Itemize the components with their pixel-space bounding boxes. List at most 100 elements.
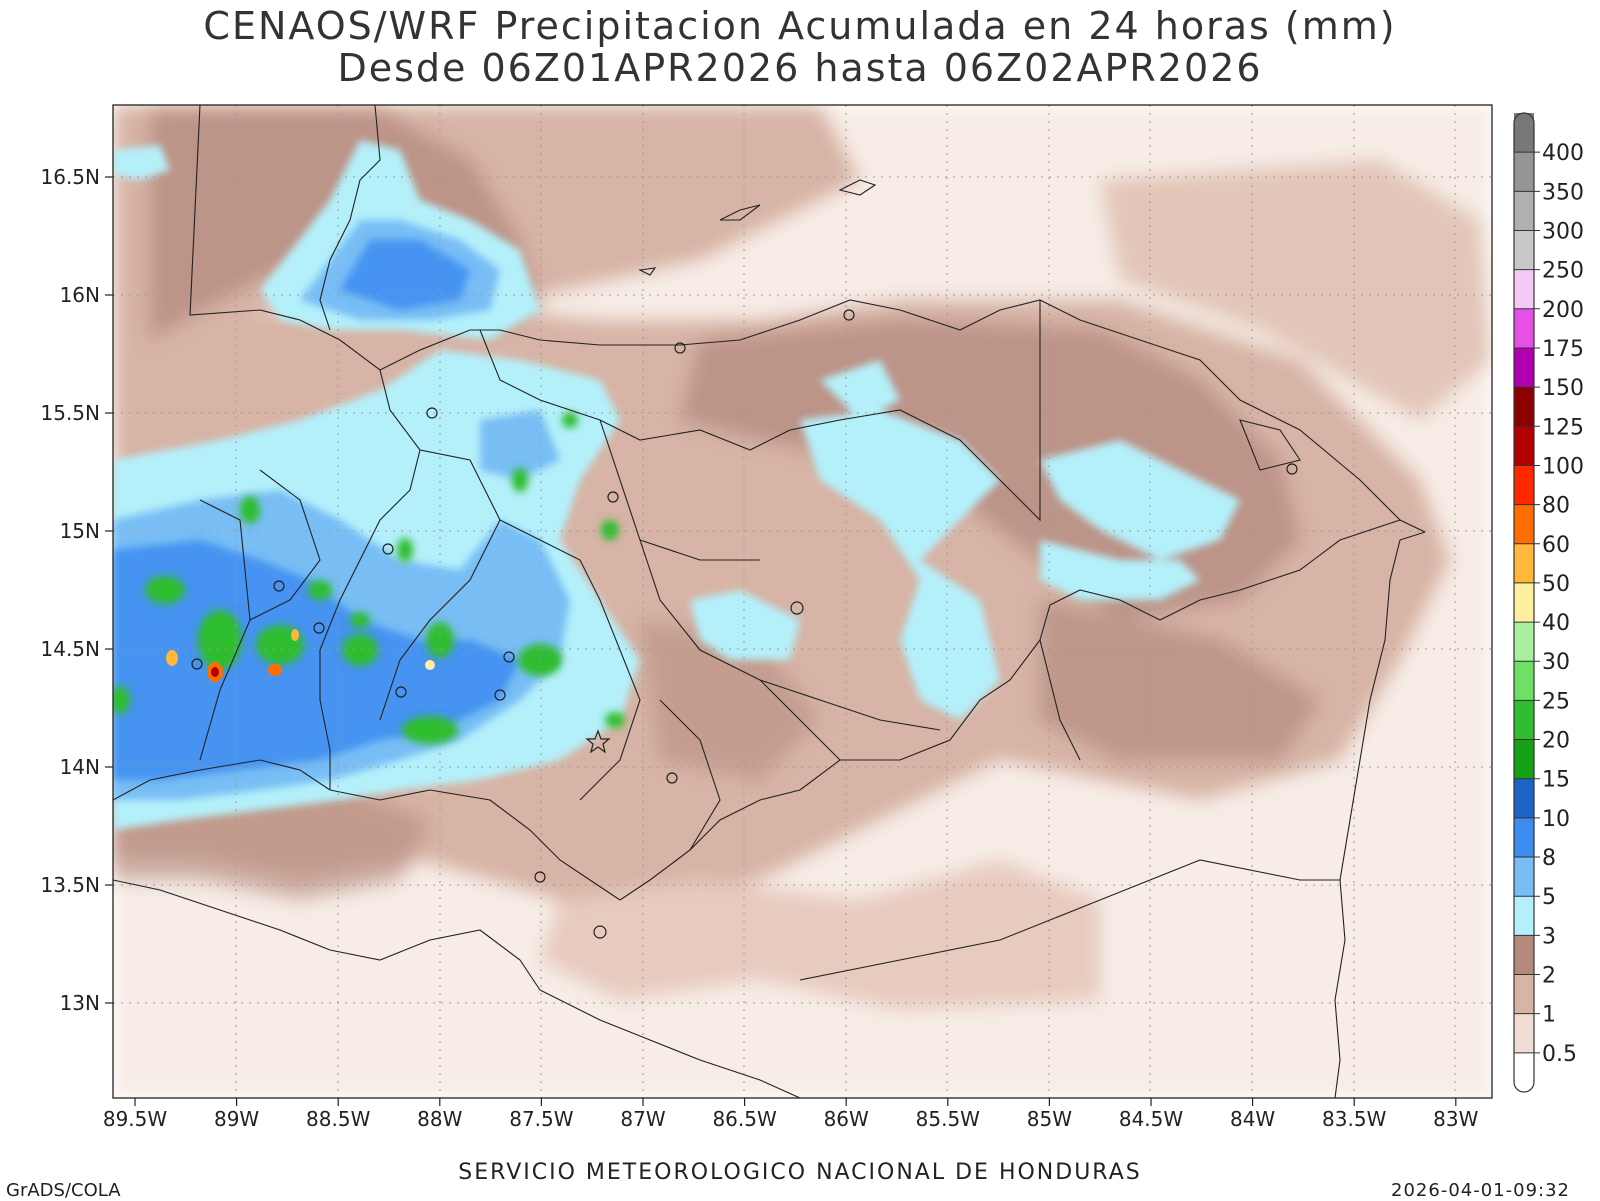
lon-label: 83.5W [1322, 1107, 1387, 1131]
field-5mm-east [1040, 440, 1240, 560]
colorbar-label: 60 [1542, 533, 1570, 558]
lon-label: 83W [1433, 1107, 1478, 1131]
colorbar-label: 8 [1542, 846, 1556, 871]
city-circle [843, 309, 855, 321]
colorbar-label: 20 [1542, 729, 1570, 754]
city-circle [191, 658, 203, 670]
colorbar-swatch [1514, 817, 1534, 858]
colorbar: 4003503002502001751501251008060504030252… [1513, 112, 1584, 1093]
city-circle [494, 689, 506, 701]
colorbar-swatch [1514, 974, 1534, 1015]
lon-label: 85.5W [916, 1107, 981, 1131]
colorbar-swatch [1514, 308, 1534, 349]
colorbar-label: 15 [1542, 768, 1570, 793]
colorbar-swatch [1514, 465, 1534, 506]
field-5mm-mid [690, 590, 800, 660]
city-circle [426, 407, 438, 419]
colorbar-swatch [1514, 543, 1534, 584]
colorbar-swatch [1514, 896, 1534, 936]
colorbar-swatch [1514, 269, 1534, 310]
lon-label: 88W [417, 1107, 462, 1131]
colorbar-swatch [1514, 426, 1534, 466]
colorbar-swatch [1514, 504, 1534, 545]
colorbar-swatch [1514, 739, 1534, 780]
colorbar-label: 40 [1542, 611, 1570, 636]
colorbar-swatch [1514, 700, 1534, 741]
borders [113, 105, 1426, 1098]
lat-label: 15.5N [41, 401, 101, 425]
colorbar-label: 10 [1542, 807, 1570, 832]
lon-label: 86W [824, 1107, 869, 1131]
lat-label: 15N [60, 519, 100, 543]
city-circle [607, 491, 619, 503]
field-5mm-mid2 [820, 360, 900, 420]
colorbar-swatch [1514, 230, 1534, 271]
lon-label: 85W [1027, 1107, 1072, 1131]
lat-label: 16.5N [41, 165, 101, 189]
field-10mm-w2 [480, 410, 560, 480]
colorbar-label: 175 [1542, 337, 1584, 362]
colorbar-swatch [1514, 935, 1534, 976]
colorbar-label: 25 [1542, 689, 1570, 714]
colorbar-label: 150 [1542, 376, 1584, 401]
colorbar-label: 2 [1542, 964, 1556, 989]
lat-label: 14.5N [41, 637, 101, 661]
colorbar-swatch [1514, 857, 1534, 897]
colorbar-swatch [1514, 622, 1534, 662]
lat-label: 14N [60, 755, 100, 779]
colorbar-label: 0.5 [1542, 1042, 1577, 1067]
colorbar-label: 3 [1542, 924, 1556, 949]
lat-label: 16N [60, 283, 100, 307]
colorbar-swatch [1514, 191, 1534, 231]
lon-label: 89.5W [103, 1107, 168, 1131]
city-circle [790, 601, 804, 615]
footer-timestamp: 2026-04-01-09:32 [1391, 1180, 1570, 1201]
colorbar-label: 250 [1542, 259, 1584, 284]
colorbar-label: 300 [1542, 219, 1584, 244]
city-circle [395, 686, 407, 698]
lat-label: 13N [60, 991, 100, 1015]
colorbar-swatch [1514, 1052, 1534, 1093]
city-circle [382, 543, 394, 555]
map-title: CENAOS/WRF Precipitacion Acumulada en 24… [203, 4, 1397, 48]
city-circle [273, 580, 285, 592]
field-15mm-gulf [340, 240, 470, 310]
colorbar-label: 350 [1542, 180, 1584, 205]
colorbar-label: 125 [1542, 415, 1584, 440]
lon-label: 87W [620, 1107, 665, 1131]
colorbar-label: 50 [1542, 572, 1570, 597]
lon-label: 89W [214, 1107, 259, 1131]
colorbar-label: 80 [1542, 494, 1570, 519]
field-3mm-c [1040, 600, 1320, 760]
colorbar-label: 200 [1542, 298, 1584, 323]
map-subtitle: Desde 06Z01APR2026 hasta 06Z02APR2026 [337, 46, 1263, 90]
city-circle [534, 871, 546, 883]
footer-grads-label: GrADS/COLA [6, 1180, 121, 1201]
field-2mm-south [540, 860, 1100, 1010]
field-40mm-peaks [166, 629, 435, 682]
colorbar-swatch [1514, 661, 1534, 701]
city-circle [674, 342, 686, 354]
map-frame [112, 104, 1493, 1099]
footer-agency: SERVICIO METEOROLOGICO NACIONAL DE HONDU… [458, 1160, 1142, 1185]
colorbar-swatch [1514, 778, 1534, 819]
colorbar-label: 400 [1542, 141, 1584, 166]
field-2mm-ne [1100, 160, 1492, 420]
lon-axis-labels: 89.5W 89W 88.5W 88W 87.5W 87W 86.5W 86W 85.5W 85W… [103, 1107, 1479, 1131]
colorbar-label: 100 [1542, 454, 1584, 479]
colorbar-swatch [1514, 113, 1534, 153]
colorbar-swatch [1514, 347, 1534, 388]
city-circle [313, 622, 325, 634]
lat-label: 13.5N [41, 873, 101, 897]
colorbar-outline [1513, 112, 1535, 1093]
field-5mm-east2 [1040, 540, 1200, 600]
lat-axis-labels: 16.5N 16N 15.5N 15N 14.5N 14N 13.5N 13N [41, 165, 101, 1015]
city-circle [1286, 463, 1298, 475]
city-circle [503, 651, 515, 663]
lon-label: 86.5W [712, 1107, 777, 1131]
field-5mm-central [800, 410, 1000, 720]
colorbar-swatch [1514, 387, 1534, 427]
city-circle [666, 772, 678, 784]
field-5mm-topleft [113, 145, 170, 180]
